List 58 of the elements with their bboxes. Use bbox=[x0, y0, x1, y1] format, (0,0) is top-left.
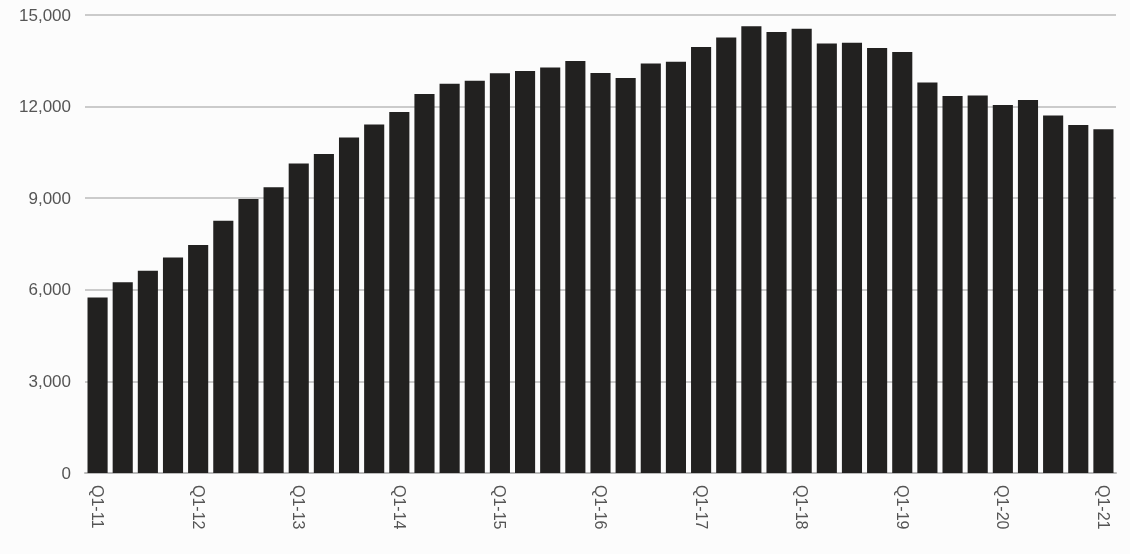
x-tick-label: Q1-11 bbox=[89, 485, 107, 529]
x-tick-label: Q1-19 bbox=[893, 485, 911, 530]
bar bbox=[665, 61, 686, 473]
bar bbox=[1093, 129, 1114, 473]
bar bbox=[841, 42, 863, 473]
bar bbox=[917, 82, 938, 473]
bar bbox=[213, 220, 234, 473]
bar bbox=[942, 95, 963, 473]
bar bbox=[137, 270, 158, 473]
bar bbox=[1068, 124, 1089, 473]
bar bbox=[464, 80, 485, 473]
bar bbox=[1017, 99, 1039, 473]
bar bbox=[716, 37, 737, 473]
bar bbox=[892, 51, 913, 473]
y-tick-label: 9,000 bbox=[28, 188, 71, 208]
bar bbox=[615, 77, 636, 473]
bar bbox=[867, 47, 888, 473]
bar bbox=[1043, 115, 1064, 473]
bar bbox=[162, 257, 184, 473]
bar bbox=[389, 112, 410, 473]
x-tick-label: Q1-12 bbox=[189, 485, 207, 530]
bar bbox=[188, 244, 209, 473]
bar bbox=[967, 95, 988, 473]
bar bbox=[313, 153, 334, 473]
y-tick-label: 6,000 bbox=[28, 280, 71, 300]
bar bbox=[590, 73, 611, 473]
bar bbox=[263, 187, 284, 473]
bar bbox=[439, 83, 460, 473]
y-tick-label: 3,000 bbox=[28, 371, 71, 391]
bar bbox=[489, 73, 510, 473]
bar bbox=[992, 105, 1013, 473]
x-tick-label: Q1-18 bbox=[793, 485, 811, 530]
y-tick-label: 12,000 bbox=[19, 97, 71, 117]
bar bbox=[414, 94, 435, 473]
bar bbox=[791, 28, 812, 473]
bar bbox=[238, 199, 259, 473]
x-tick-label: Q1-13 bbox=[290, 485, 308, 530]
bar bbox=[766, 32, 787, 473]
y-tick-label: 0 bbox=[61, 463, 71, 483]
bar bbox=[540, 67, 561, 473]
bar bbox=[640, 63, 661, 473]
x-tick-label: Q1-16 bbox=[592, 485, 609, 530]
bar bbox=[87, 297, 108, 473]
bar bbox=[691, 47, 712, 473]
bar bbox=[565, 61, 586, 473]
x-tick-label: Q1-15 bbox=[491, 485, 509, 530]
bar bbox=[816, 43, 837, 473]
bar bbox=[338, 137, 360, 473]
bar bbox=[112, 282, 133, 473]
y-tick-label: 15,000 bbox=[19, 5, 71, 25]
x-tick-label: Q1-17 bbox=[692, 485, 710, 530]
x-tick-label: Q1-20 bbox=[994, 485, 1012, 530]
bar bbox=[364, 124, 385, 473]
x-tick-label: Q1-14 bbox=[390, 485, 408, 530]
x-tick-label: Q1-21 bbox=[1094, 485, 1112, 530]
bar bbox=[515, 70, 536, 473]
bar bbox=[288, 163, 309, 473]
bar bbox=[741, 26, 762, 473]
